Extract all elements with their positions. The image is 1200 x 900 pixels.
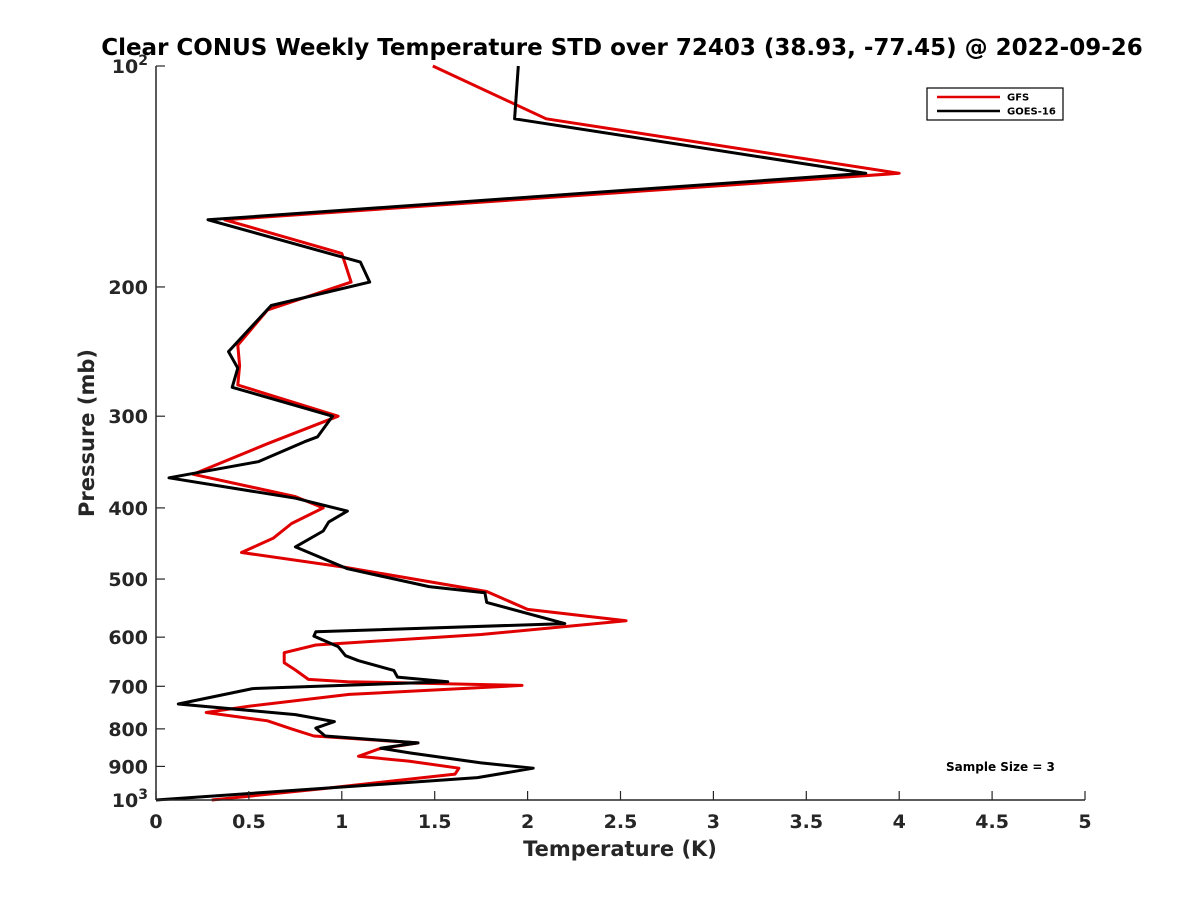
y-tick-label: 800 xyxy=(108,719,148,741)
legend: GFS GOES-16 xyxy=(926,87,1064,121)
x-tick-label: 1.5 xyxy=(418,811,452,833)
y-tick-label: 300 xyxy=(108,406,148,428)
y-tick-label: 103 xyxy=(112,787,148,812)
x-tick-label: 3 xyxy=(707,811,720,833)
x-tick-label: 0 xyxy=(149,811,162,833)
x-tick-label: 2.5 xyxy=(604,811,638,833)
legend-label-gfs: GFS xyxy=(1007,93,1029,104)
y-tick-label: 500 xyxy=(108,569,148,591)
y-tick-label: 102 xyxy=(112,53,148,78)
x-tick-label: 2 xyxy=(521,811,534,833)
x-axis-ticks: 0 0.5 1 1.5 2 2.5 3 3.5 4 4.5 5 xyxy=(149,791,1092,833)
series-layer xyxy=(155,64,901,802)
y-axis-ticks: 102 200 300 400 500 600 700 800 900 103 xyxy=(108,53,165,812)
sample-size-annotation: Sample Size = 3 xyxy=(946,760,1055,774)
y-tick-label: 400 xyxy=(108,498,148,520)
x-tick-label: 0.5 xyxy=(232,811,266,833)
x-tick-label: 4.5 xyxy=(975,811,1009,833)
y-tick-label: 600 xyxy=(108,627,148,649)
y-axis-label: Pressure (mb) xyxy=(75,349,99,517)
y-tick-label: 900 xyxy=(108,756,148,778)
y-tick-label: 200 xyxy=(108,277,148,299)
series-line-gfs xyxy=(191,64,901,802)
legend-box xyxy=(926,87,1064,121)
x-tick-label: 4 xyxy=(893,811,906,833)
chart-title: Clear CONUS Weekly Temperature STD over … xyxy=(101,35,1143,61)
series-line-goes-16 xyxy=(155,65,868,802)
x-axis-label: Temperature (K) xyxy=(523,837,717,861)
legend-label-goes16: GOES-16 xyxy=(1007,107,1056,118)
x-tick-label: 1 xyxy=(335,811,348,833)
plot-area: 0 0.5 1 1.5 2 2.5 3 3.5 4 4.5 5 102 200 300 400 500 600… xyxy=(108,53,1091,833)
y-tick-label: 700 xyxy=(108,676,148,698)
x-tick-label: 5 xyxy=(1078,811,1091,833)
x-tick-label: 3.5 xyxy=(789,811,823,833)
